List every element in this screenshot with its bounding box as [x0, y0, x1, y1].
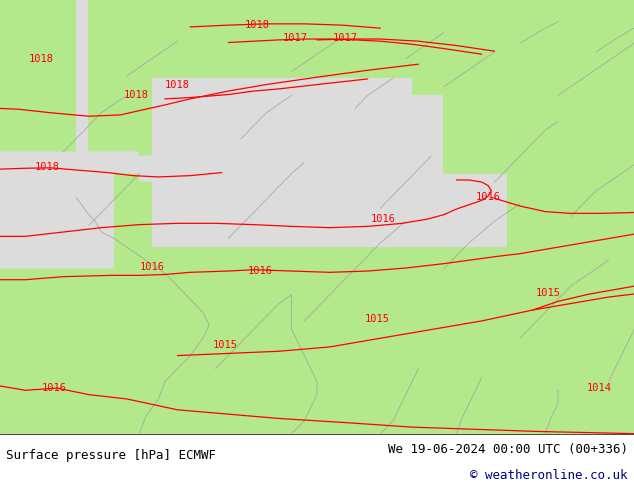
Text: 1018: 1018 [35, 162, 60, 172]
Text: 1018: 1018 [124, 90, 149, 100]
Text: 1016: 1016 [139, 262, 165, 271]
Text: 1018: 1018 [29, 53, 54, 64]
Text: 1014: 1014 [586, 383, 612, 393]
Text: 1015: 1015 [536, 288, 561, 298]
Text: 1015: 1015 [365, 314, 390, 324]
Text: 1016: 1016 [476, 192, 501, 202]
Text: 1017: 1017 [333, 33, 358, 43]
Text: Surface pressure [hPa] ECMWF: Surface pressure [hPa] ECMWF [6, 448, 216, 462]
Text: © weatheronline.co.uk: © weatheronline.co.uk [470, 469, 628, 483]
Text: 1016: 1016 [41, 383, 67, 393]
Text: 1018: 1018 [244, 20, 269, 30]
Text: We 19-06-2024 00:00 UTC (00+336): We 19-06-2024 00:00 UTC (00+336) [387, 443, 628, 456]
Text: 1016: 1016 [247, 266, 273, 276]
Text: 1017: 1017 [282, 33, 307, 43]
Text: 1015: 1015 [212, 340, 238, 350]
Text: 1016: 1016 [371, 214, 396, 224]
Text: 1018: 1018 [165, 79, 190, 90]
